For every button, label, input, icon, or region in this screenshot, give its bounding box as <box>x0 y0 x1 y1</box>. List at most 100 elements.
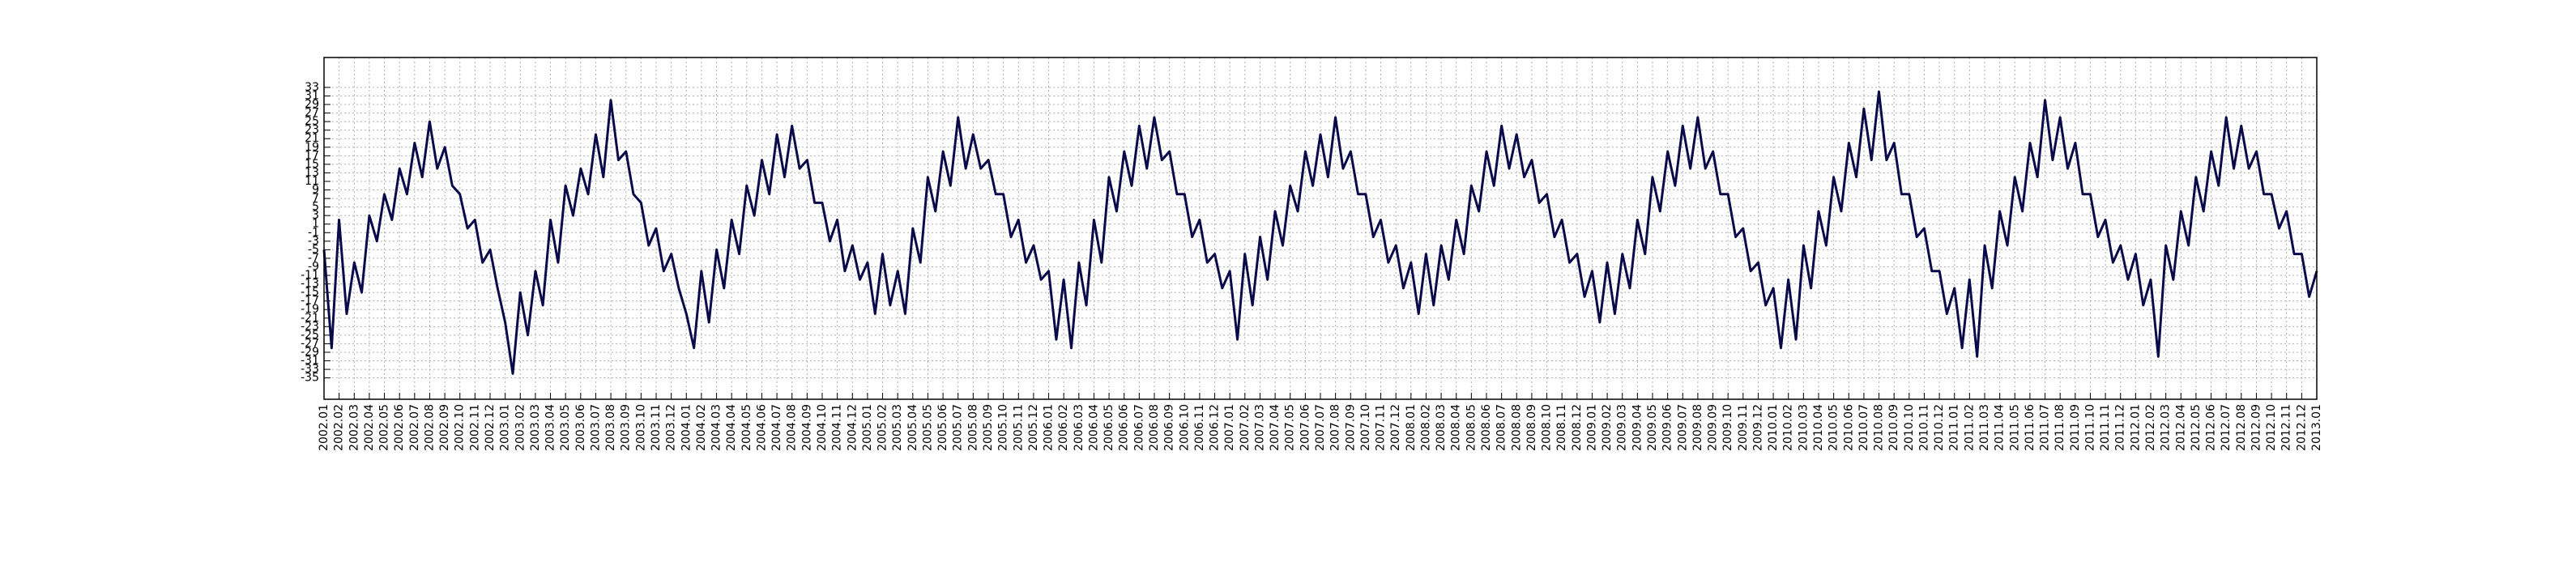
x-tick-label: 2006.02 <box>1057 404 1070 451</box>
x-tick-label: 2008.02 <box>1419 404 1432 451</box>
y-tick-label: 19 <box>305 141 319 154</box>
x-tick-label: 2012.08 <box>2235 404 2248 451</box>
x-tick-label: 2003.02 <box>514 404 527 451</box>
y-tick-label: 11 <box>305 175 319 188</box>
x-tick-label: 2009.03 <box>1616 404 1629 451</box>
x-tick-label: 2002.01 <box>318 404 331 451</box>
x-tick-label: 2003.05 <box>559 404 572 451</box>
x-tick-label: 2004.06 <box>755 404 768 451</box>
x-tick-label: 2008.03 <box>1435 404 1448 451</box>
x-tick-label: 2010.08 <box>1873 404 1886 451</box>
y-tick-label: -3 <box>308 235 319 248</box>
y-tick-label: -11 <box>301 269 319 282</box>
y-tick-label: -29 <box>301 346 319 359</box>
x-tick-label: 2011.08 <box>2054 404 2066 451</box>
y-tick-label: -25 <box>301 329 319 342</box>
x-tick-label: 2011.05 <box>2008 404 2021 451</box>
x-tick-label: 2003.07 <box>589 404 602 451</box>
x-tick-label: 2007.11 <box>1375 404 1388 451</box>
x-tick-label: 2010.04 <box>1812 404 1825 451</box>
x-tick-label: 2012.10 <box>2265 404 2278 451</box>
x-tick-label: 2005.04 <box>906 404 919 451</box>
x-tick-label: 2006.11 <box>1193 404 1206 451</box>
x-tick-label: 2005.06 <box>936 404 949 451</box>
x-tick-label: 2012.05 <box>2190 404 2203 451</box>
x-tick-label: 2009.10 <box>1721 404 1734 451</box>
x-tick-label: 2007.01 <box>1223 404 1236 451</box>
x-tick-label: 2007.05 <box>1284 404 1297 451</box>
y-tick-label: -33 <box>301 363 319 376</box>
x-tick-label: 2009.01 <box>1585 404 1598 451</box>
x-tick-label: 2010.02 <box>1782 404 1795 451</box>
x-tick-label: 2012.11 <box>2280 404 2293 451</box>
x-tick-label: 2002.12 <box>484 404 497 451</box>
y-tick-label: 13 <box>305 166 319 179</box>
x-tick-label: 2008.04 <box>1450 404 1463 451</box>
x-tick-label: 2005.08 <box>966 404 979 451</box>
x-tick-label: 2007.06 <box>1299 404 1311 451</box>
x-tick-label: 2008.08 <box>1510 404 1523 451</box>
x-tick-label: 2002.11 <box>468 404 481 451</box>
x-tick-label: 2006.12 <box>1209 404 1222 451</box>
x-tick-label: 2012.12 <box>2295 404 2308 451</box>
x-tick-label: 2011.09 <box>2069 404 2082 451</box>
x-tick-label: 2007.09 <box>1344 404 1357 451</box>
x-tick-label: 2010.03 <box>1797 404 1810 451</box>
y-tick-label: -27 <box>301 337 319 350</box>
x-tick-label: 2004.07 <box>770 404 783 451</box>
y-tick-label: 1 <box>312 218 319 231</box>
x-tick-label: 2004.08 <box>786 404 799 451</box>
x-tick-label: 2002.10 <box>454 404 467 451</box>
x-tick-label: 2004.09 <box>800 404 813 451</box>
x-tick-label: 2009.07 <box>1676 404 1689 451</box>
x-tick-label: 2005.12 <box>1027 404 1040 451</box>
x-tick-label: 2007.10 <box>1359 404 1372 451</box>
x-tick-label: 2004.01 <box>680 404 693 451</box>
y-tick-label: -13 <box>301 278 319 291</box>
y-tick-label: -17 <box>301 295 319 308</box>
y-tick-label: 21 <box>305 132 319 145</box>
x-tick-label: 2006.09 <box>1163 404 1176 451</box>
x-tick-label: 2009.04 <box>1631 404 1644 451</box>
x-tick-label: 2004.02 <box>695 404 708 451</box>
x-tick-label: 2003.10 <box>634 404 647 451</box>
plot-frame <box>323 57 2318 400</box>
x-tick-label: 2002.03 <box>348 404 360 451</box>
x-tick-label: 2005.11 <box>1012 404 1025 451</box>
x-tick-label: 2012.06 <box>2205 404 2218 451</box>
y-tick-label: 33 <box>305 81 319 94</box>
x-tick-label: 2008.06 <box>1480 404 1493 451</box>
y-tick-label: 25 <box>305 115 319 128</box>
y-tick-label: 31 <box>305 89 319 102</box>
y-tick-label: -19 <box>301 303 319 316</box>
x-tick-label: 2008.12 <box>1571 404 1584 451</box>
x-tick-label: 2010.07 <box>1857 404 1870 451</box>
data-line <box>322 90 2318 375</box>
x-tick-label: 2012.01 <box>2129 404 2142 451</box>
x-tick-label: 2012.07 <box>2220 404 2233 451</box>
x-tick-label: 2009.08 <box>1691 404 1704 451</box>
x-tick-label: 2003.09 <box>620 404 633 451</box>
x-tick-label: 2003.12 <box>665 404 678 451</box>
x-tick-label: 2011.04 <box>1994 404 2007 451</box>
x-tick-label: 2012.03 <box>2160 404 2173 451</box>
y-tick-label: -23 <box>301 320 319 333</box>
x-tick-label: 2002.08 <box>423 404 436 451</box>
x-tick-label: 2011.06 <box>2024 404 2036 451</box>
x-tick-label: 2010.12 <box>1933 404 1946 451</box>
y-tick-label: -1 <box>308 226 319 239</box>
y-tick-label: -7 <box>308 252 319 265</box>
x-tick-label: 2006.10 <box>1178 404 1191 451</box>
x-tick-label: 2007.12 <box>1389 404 1402 451</box>
x-tick-label: 2006.06 <box>1118 404 1131 451</box>
x-tick-label: 2005.02 <box>876 404 889 451</box>
x-tick-label: 2009.09 <box>1707 404 1720 451</box>
x-tick-label: 2002.06 <box>393 404 406 451</box>
x-tick-label: 2013.01 <box>2310 404 2323 451</box>
x-tick-label: 2005.03 <box>891 404 904 451</box>
y-tick-label: -9 <box>308 260 319 273</box>
x-tick-label: 2002.09 <box>438 404 451 451</box>
y-tick-label: 5 <box>312 201 319 214</box>
x-tick-label: 2012.02 <box>2144 404 2157 451</box>
